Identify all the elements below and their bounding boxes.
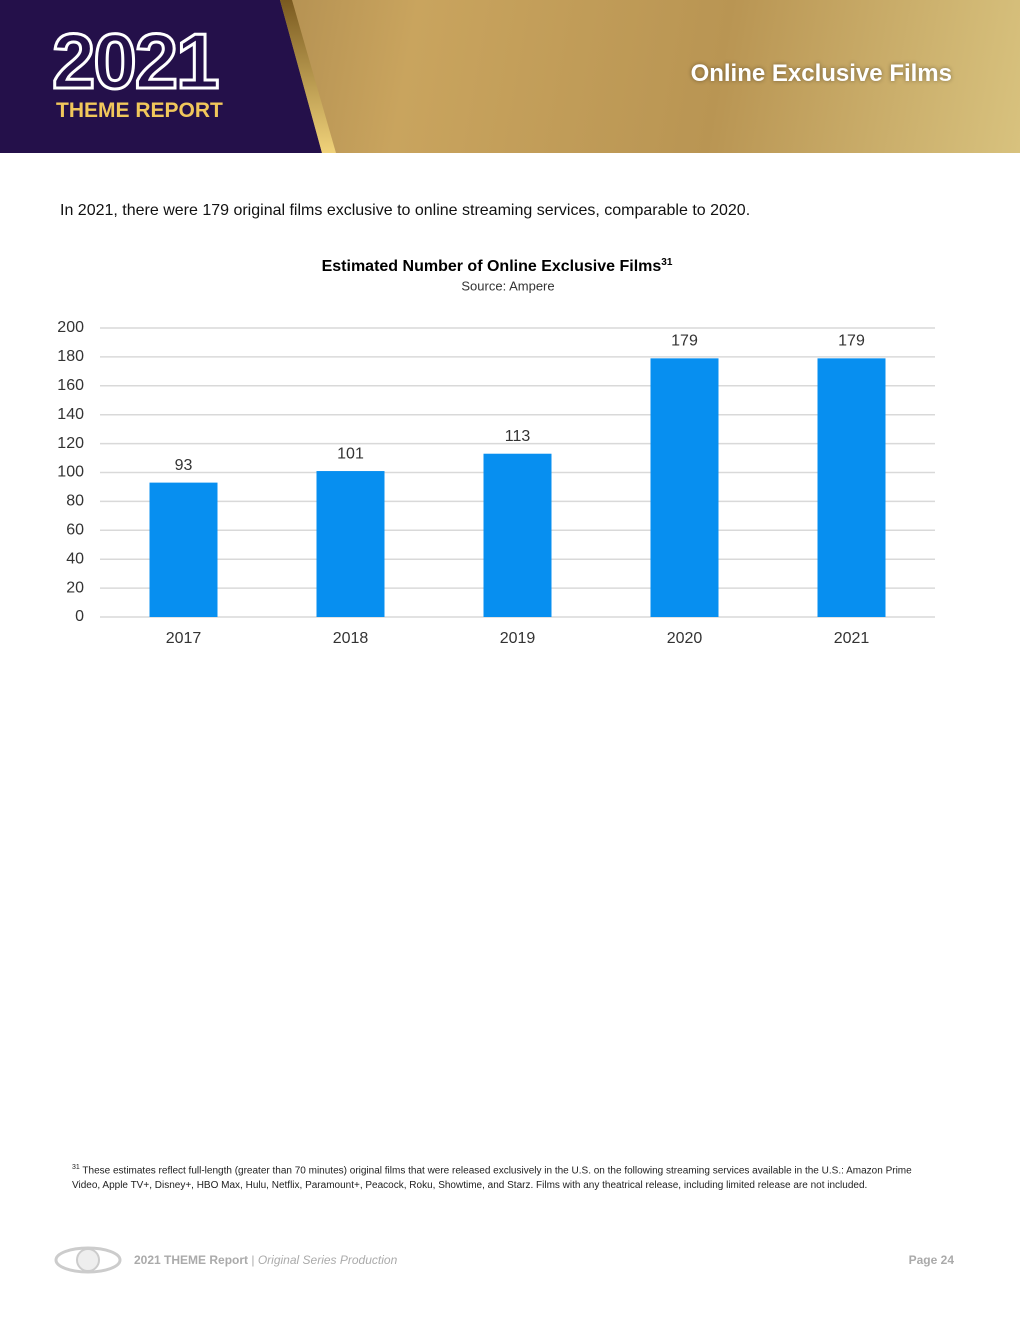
footnote-text: These estimates reflect full-length (gre… [72,1165,912,1192]
chart-subtitle: Source: Ampere [461,278,554,293]
value-label: 179 [671,333,698,350]
page-number: Page 24 [908,1253,954,1267]
value-label: 179 [838,333,865,350]
footnote-marker: 31 [72,1164,80,1171]
header-report: THEME REPORT [56,99,223,122]
x-tick-label: 2020 [667,630,703,647]
header-year: 2021 [51,17,222,105]
chart-title: Estimated Number of Online Exclusive Fil… [322,257,673,276]
bar [650,358,719,617]
y-tick-label: 80 [66,493,84,510]
bar [149,482,218,617]
chart-title-text: Estimated Number of Online Exclusive Fil… [322,258,662,275]
value-label: 101 [337,445,364,462]
y-tick-label: 60 [66,522,84,539]
y-tick-label: 140 [57,406,84,423]
footer-separator: | [251,1253,255,1267]
y-tick-label: 20 [66,579,84,596]
value-label: 113 [505,428,531,445]
header-panel [0,0,322,153]
bar [817,358,886,617]
chart: Estimated Number of Online Exclusive Fil… [57,257,935,647]
footer: 2021 THEME Report | Original Series Prod… [54,1245,954,1275]
bar [483,453,552,617]
bar [316,471,385,617]
x-tick-label: 2017 [166,630,202,647]
footer-report: 2021 THEME Report [134,1253,249,1267]
y-tick-label: 120 [57,435,84,452]
header: 2021 THEME REPORT Online Exclusive Films [0,0,1020,153]
y-tick-label: 40 [66,550,84,567]
footer-logo [54,1246,122,1274]
intro-text: In 2021, there were 179 original films e… [60,202,751,219]
x-tick-label: 2019 [500,630,536,647]
x-tick-label: 2018 [333,630,369,647]
y-tick-label: 200 [57,319,84,336]
section-title: Online Exclusive Films [690,60,952,87]
value-label: 93 [175,457,193,474]
footnote: 31 These estimates reflect full-length (… [72,1160,922,1193]
y-tick-label: 100 [57,464,84,481]
footer-section: Original Series Production [257,1253,398,1267]
y-tick-label: 0 [75,608,84,625]
chart-title-note: 31 [661,257,673,268]
x-tick-label: 2021 [834,630,870,647]
y-tick-label: 160 [57,377,84,394]
y-tick-label: 180 [57,348,84,365]
